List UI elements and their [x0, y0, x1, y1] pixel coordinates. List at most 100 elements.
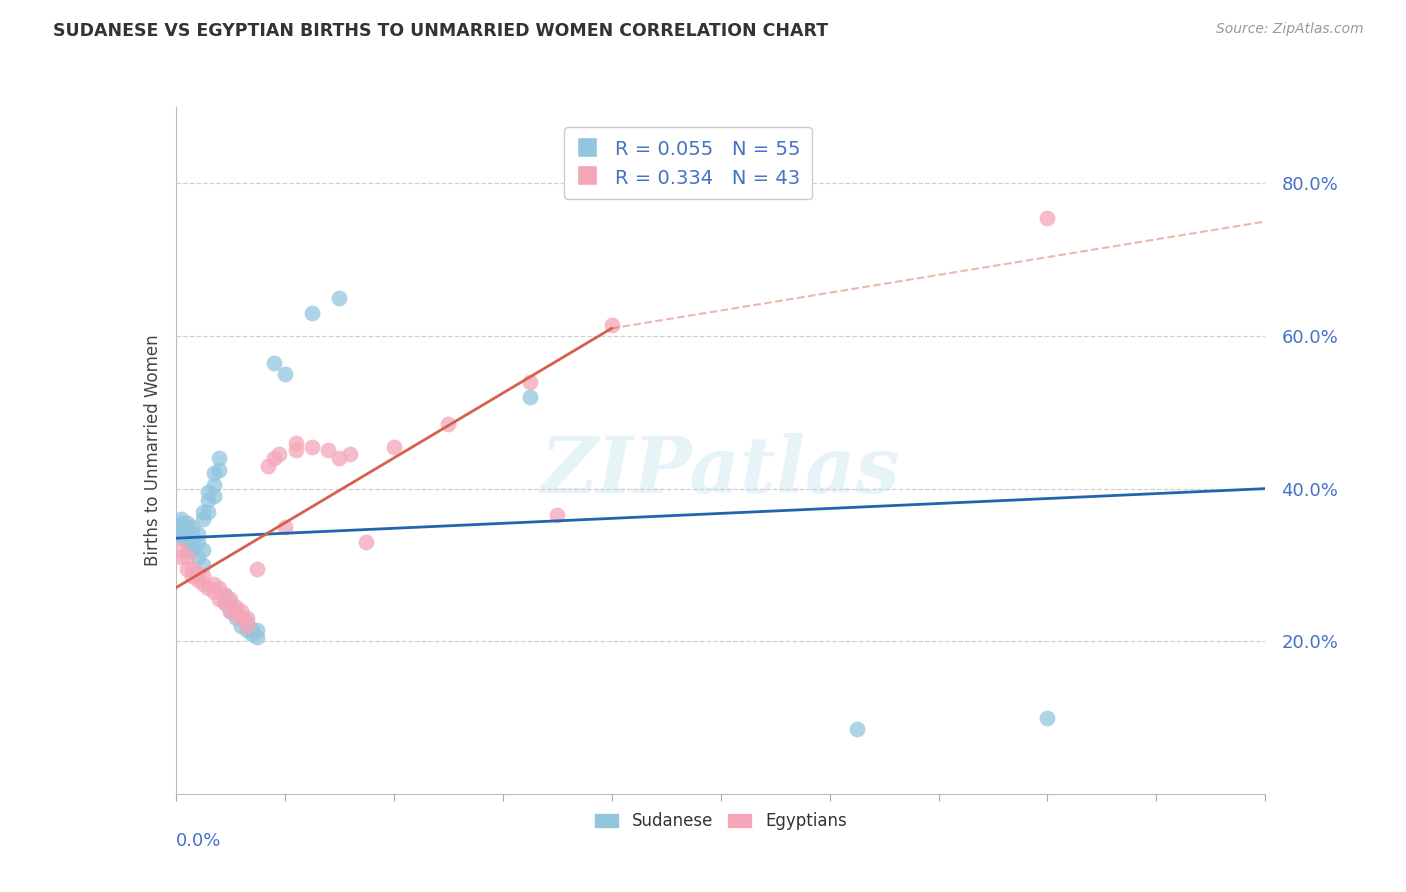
- Egyptians: [263, 451, 285, 466]
- Sudanese: [214, 589, 236, 603]
- Text: Source: ZipAtlas.com: Source: ZipAtlas.com: [1216, 22, 1364, 37]
- Sudanese: [181, 520, 204, 534]
- Egyptians: [284, 435, 307, 450]
- Sudanese: [263, 356, 285, 370]
- Sudanese: [274, 367, 297, 381]
- Sudanese: [219, 604, 242, 618]
- Sudanese: [181, 535, 204, 549]
- Egyptians: [191, 577, 214, 591]
- Sudanese: [181, 542, 204, 557]
- Sudanese: [170, 512, 193, 526]
- Sudanese: [301, 306, 323, 320]
- Egyptians: [356, 535, 378, 549]
- Egyptians: [176, 562, 198, 576]
- Egyptians: [235, 619, 257, 633]
- Sudanese: [235, 623, 257, 637]
- Sudanese: [225, 611, 247, 625]
- Legend: Sudanese, Egyptians: Sudanese, Egyptians: [588, 805, 853, 837]
- Sudanese: [186, 527, 209, 541]
- Sudanese: [246, 631, 269, 645]
- Sudanese: [176, 535, 198, 549]
- Sudanese: [186, 550, 209, 565]
- Egyptians: [219, 604, 242, 618]
- Sudanese: [231, 619, 253, 633]
- Egyptians: [318, 443, 340, 458]
- Egyptians: [546, 508, 568, 523]
- Egyptians: [274, 520, 297, 534]
- Egyptians: [231, 611, 253, 625]
- Sudanese: [179, 542, 201, 557]
- Egyptians: [382, 440, 405, 454]
- Sudanese: [845, 722, 868, 736]
- Sudanese: [1036, 710, 1059, 724]
- Y-axis label: Births to Unmarried Women: Births to Unmarried Women: [143, 334, 162, 566]
- Egyptians: [186, 566, 209, 580]
- Sudanese: [197, 485, 219, 500]
- Sudanese: [191, 542, 214, 557]
- Egyptians: [214, 589, 236, 603]
- Egyptians: [225, 607, 247, 622]
- Sudanese: [169, 524, 191, 538]
- Egyptians: [225, 599, 247, 614]
- Sudanese: [179, 531, 201, 545]
- Sudanese: [519, 390, 541, 404]
- Sudanese: [173, 520, 195, 534]
- Sudanese: [208, 462, 231, 476]
- Sudanese: [235, 615, 257, 630]
- Sudanese: [186, 535, 209, 549]
- Sudanese: [170, 516, 193, 530]
- Sudanese: [225, 604, 247, 618]
- Sudanese: [214, 596, 236, 610]
- Egyptians: [219, 592, 242, 607]
- Egyptians: [328, 451, 350, 466]
- Sudanese: [191, 558, 214, 572]
- Sudanese: [176, 516, 198, 530]
- Sudanese: [176, 524, 198, 538]
- Egyptians: [181, 562, 204, 576]
- Sudanese: [240, 623, 263, 637]
- Egyptians: [269, 447, 291, 461]
- Egyptians: [208, 592, 231, 607]
- Sudanese: [328, 291, 350, 305]
- Sudanese: [219, 596, 242, 610]
- Egyptians: [176, 550, 198, 565]
- Egyptians: [181, 569, 204, 583]
- Sudanese: [167, 527, 190, 541]
- Sudanese: [176, 527, 198, 541]
- Egyptians: [284, 443, 307, 458]
- Sudanese: [202, 477, 225, 491]
- Egyptians: [186, 573, 209, 587]
- Egyptians: [437, 417, 460, 431]
- Sudanese: [246, 623, 269, 637]
- Egyptians: [202, 584, 225, 599]
- Egyptians: [600, 318, 623, 332]
- Sudanese: [240, 626, 263, 640]
- Sudanese: [197, 504, 219, 518]
- Text: SUDANESE VS EGYPTIAN BIRTHS TO UNMARRIED WOMEN CORRELATION CHART: SUDANESE VS EGYPTIAN BIRTHS TO UNMARRIED…: [53, 22, 828, 40]
- Sudanese: [202, 489, 225, 503]
- Egyptians: [1036, 211, 1059, 225]
- Egyptians: [170, 542, 193, 557]
- Sudanese: [191, 504, 214, 518]
- Sudanese: [231, 611, 253, 625]
- Egyptians: [519, 375, 541, 389]
- Egyptians: [231, 604, 253, 618]
- Egyptians: [170, 550, 193, 565]
- Egyptians: [202, 577, 225, 591]
- Text: 0.0%: 0.0%: [176, 831, 221, 850]
- Sudanese: [208, 451, 231, 466]
- Egyptians: [191, 569, 214, 583]
- Sudanese: [173, 527, 195, 541]
- Text: ZIPatlas: ZIPatlas: [541, 433, 900, 509]
- Egyptians: [339, 447, 361, 461]
- Sudanese: [197, 493, 219, 508]
- Sudanese: [172, 531, 194, 545]
- Egyptians: [235, 611, 257, 625]
- Sudanese: [181, 527, 204, 541]
- Sudanese: [176, 520, 198, 534]
- Egyptians: [197, 581, 219, 595]
- Egyptians: [301, 440, 323, 454]
- Egyptians: [246, 562, 269, 576]
- Sudanese: [170, 520, 193, 534]
- Egyptians: [257, 458, 280, 473]
